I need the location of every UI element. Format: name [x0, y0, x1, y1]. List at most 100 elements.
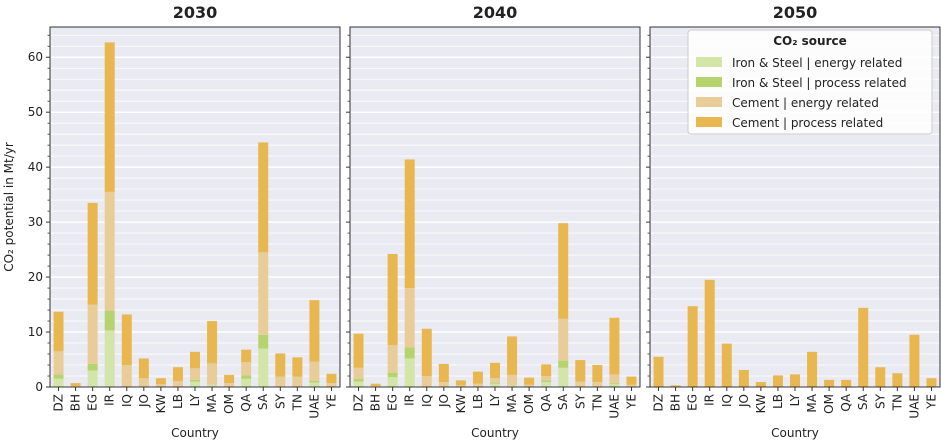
y-tick-label: 60: [28, 50, 43, 64]
bar-segment: [87, 304, 98, 364]
x-tick-label: MA: [805, 393, 819, 412]
x-tick-label: BH: [69, 394, 83, 411]
bar-segment: [575, 360, 586, 382]
x-tick-label: DZ: [352, 394, 366, 411]
bar-segment: [207, 321, 218, 364]
bar-segment: [387, 253, 398, 346]
legend-title: CO₂ source: [773, 34, 847, 48]
bar-segment: [258, 252, 269, 335]
bar-segment: [172, 380, 183, 387]
x-axis-label: Country: [471, 426, 519, 440]
bar-segment: [104, 310, 115, 331]
x-tick-label: UAE: [307, 394, 321, 419]
bar-segment: [224, 383, 235, 387]
bar-segment: [507, 336, 518, 375]
x-tick-label: KW: [154, 394, 168, 413]
x-tick-label: SY: [273, 393, 287, 409]
bar-segment: [404, 288, 415, 348]
x-tick-label: MA: [205, 393, 219, 412]
bar-segment: [609, 374, 620, 384]
legend-box: [687, 29, 933, 135]
bar-segment: [421, 328, 432, 377]
bar-segment: [609, 384, 620, 387]
bar-segment: [772, 375, 783, 387]
bar-segment: [87, 370, 98, 387]
x-tick-label: BH: [369, 394, 383, 411]
x-tick-label: QA: [539, 393, 553, 411]
bar-segment: [370, 385, 381, 387]
y-tick-label: 30: [28, 215, 43, 229]
plot-area: [50, 27, 340, 387]
bar-segment: [592, 382, 603, 387]
bar-segment: [490, 378, 500, 383]
bar-segment: [275, 376, 286, 387]
bar-segment: [155, 384, 166, 387]
bar-segment: [858, 307, 869, 387]
x-tick-label: UAE: [907, 394, 921, 419]
bar-segment: [70, 383, 81, 386]
plot-frame: [649, 26, 941, 388]
bar-segment: [524, 384, 535, 387]
bar-segment: [438, 363, 449, 383]
bar-segment: [241, 349, 252, 363]
bar-segment: [258, 334, 269, 349]
bar-segment: [387, 372, 398, 378]
bar-segment: [909, 334, 920, 387]
plot-frame: [349, 26, 641, 388]
bar-segment: [455, 385, 466, 387]
x-tick-label: JO: [737, 394, 751, 408]
bar-segment: [892, 373, 903, 387]
y-axis-label: CO₂ potential in Mt/yr: [2, 142, 16, 272]
bar-segment: [309, 300, 320, 362]
x-tick-label: BH: [669, 394, 683, 411]
bar-segment: [558, 360, 569, 368]
bar-segment: [309, 380, 320, 383]
bar-segment: [292, 376, 303, 387]
bar-segment: [704, 279, 715, 387]
x-tick-label: EG: [686, 394, 700, 411]
x-tick-label: IQ: [120, 394, 134, 407]
bar-segment: [241, 375, 252, 379]
x-tick-label: TN: [590, 394, 604, 411]
bar-segment: [309, 382, 320, 387]
bar-segment: [875, 367, 886, 387]
bar-segment: [121, 365, 132, 387]
x-tick-label: LB: [171, 394, 185, 409]
bar-segment: [387, 345, 398, 373]
bar-segment: [121, 314, 132, 366]
x-tick-label: IR: [703, 394, 717, 406]
legend-label: Iron & Steel | energy related: [732, 56, 902, 70]
legend-swatch: [696, 57, 722, 67]
bar-segment: [541, 382, 552, 387]
bar-segment: [524, 377, 535, 385]
x-tick-label: OM: [822, 394, 836, 414]
bar-segment: [353, 378, 364, 382]
bar-segment: [558, 223, 569, 319]
bar-segment: [53, 378, 64, 387]
x-tick-label: YE: [624, 394, 638, 410]
legend-swatch: [696, 117, 722, 127]
x-tick-label: EG: [86, 394, 100, 411]
bar-segment: [326, 383, 337, 387]
x-tick-label: OM: [522, 394, 536, 414]
bar-segment: [507, 374, 518, 386]
bar-segment: [172, 367, 183, 381]
x-tick-label: IR: [103, 394, 117, 406]
y-tick-label: 0: [35, 380, 43, 394]
y-tick-label: 50: [28, 105, 43, 119]
bar-segment: [53, 311, 64, 352]
x-tick-label: LB: [771, 394, 785, 409]
bar-segment: [404, 159, 415, 289]
x-tick-label: YE: [324, 394, 338, 410]
bar-segment: [53, 374, 64, 379]
plot-area: [350, 27, 640, 387]
bar-segment: [138, 378, 149, 387]
bar-segment: [807, 351, 818, 387]
bar-segment: [558, 318, 569, 361]
bar-segment: [626, 384, 637, 387]
x-tick-label: IQ: [720, 394, 734, 407]
x-tick-label: SA: [856, 393, 870, 410]
legend: CO₂ source Iron & Steel | energy related I…: [687, 29, 933, 135]
bar-segment: [104, 42, 115, 192]
panel-title: 2030: [173, 3, 218, 22]
